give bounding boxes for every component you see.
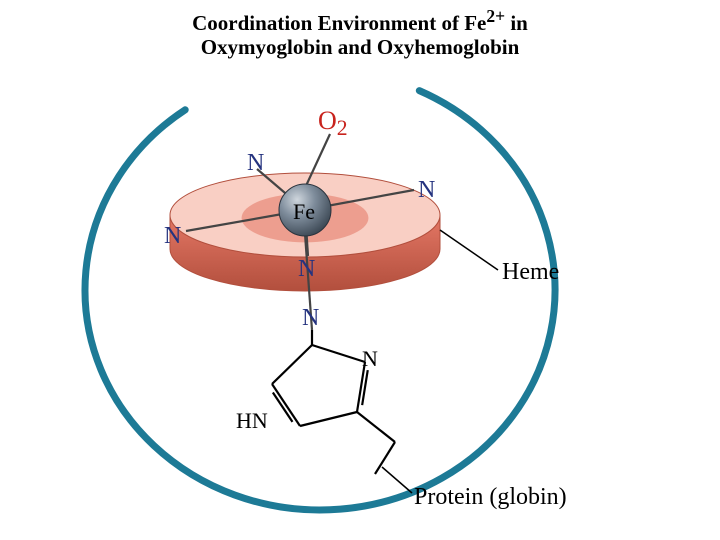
leader-heme bbox=[440, 230, 498, 270]
label-n-bottom: N bbox=[298, 256, 315, 283]
his-ring-edge-0 bbox=[312, 345, 365, 362]
his-ring-edge-3 bbox=[272, 384, 300, 426]
his-tail-1 bbox=[357, 412, 395, 442]
label-fe: Fe bbox=[293, 199, 315, 225]
his-ring-edge-4 bbox=[272, 345, 312, 384]
label-o2-o: O bbox=[318, 106, 337, 135]
label-n-left: N bbox=[164, 223, 181, 250]
leader-protein bbox=[382, 467, 412, 493]
his-ring-edge-2 bbox=[300, 412, 357, 426]
label-n-right: N bbox=[418, 177, 435, 204]
diagram-stage: Coordination Environment of Fe2+ in Oxym… bbox=[0, 0, 720, 540]
label-n-histop: N bbox=[302, 305, 319, 332]
diagram-svg bbox=[0, 0, 720, 540]
label-n-ring: N bbox=[362, 346, 378, 372]
label-protein: Protein (globin) bbox=[414, 484, 567, 511]
label-o2: O2 bbox=[318, 106, 348, 141]
label-o2-sub: 2 bbox=[337, 116, 348, 140]
his-ring-double-2 bbox=[273, 393, 293, 422]
label-n-top: N bbox=[247, 150, 264, 177]
label-heme: Heme bbox=[502, 259, 559, 286]
label-hn: HN bbox=[236, 408, 268, 434]
